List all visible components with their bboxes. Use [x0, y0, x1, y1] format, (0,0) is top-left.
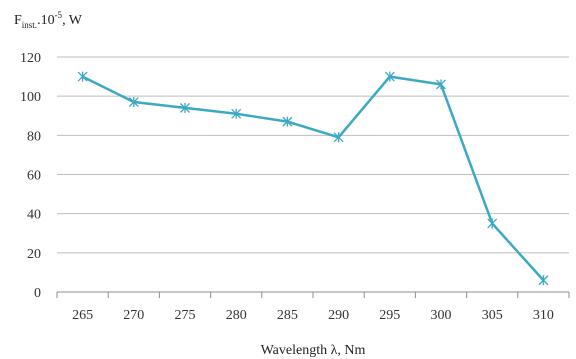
- y-tick-label: 0: [34, 286, 41, 301]
- data-point-marker: [487, 218, 498, 229]
- y-tick-label: 20: [27, 247, 41, 262]
- x-tick-label: 300: [431, 308, 452, 323]
- y-axis-title-tail: , W: [62, 13, 83, 28]
- data-point-marker: [231, 108, 242, 119]
- y-tick-label: 40: [27, 208, 41, 223]
- x-tick-label: 295: [379, 308, 400, 323]
- data-point-marker: [538, 275, 549, 286]
- x-tick-label: 265: [72, 308, 93, 323]
- series-line: [82, 75, 545, 282]
- x-axis-title: Wavelength λ, Nm: [261, 343, 366, 358]
- data-point-marker: [282, 116, 293, 127]
- y-axis-ticks: 0 20 40 60 80 100 120: [20, 51, 41, 301]
- y-axis-title: Finst..10-5, W: [14, 10, 83, 30]
- data-point-marker: [384, 71, 395, 82]
- series-group: [77, 71, 549, 286]
- y-axis-title-subscript: inst.: [22, 20, 37, 30]
- x-tick-label: 310: [533, 308, 554, 323]
- y-tick-label: 120: [20, 51, 41, 66]
- x-tick-label: 305: [482, 308, 503, 323]
- data-point-marker: [77, 71, 88, 82]
- data-point-marker: [333, 132, 344, 143]
- data-point-marker: [128, 97, 139, 108]
- x-tick-label: 285: [277, 308, 298, 323]
- x-tick-label: 290: [328, 308, 349, 323]
- data-point-marker: [436, 79, 446, 90]
- y-axis-title-superscript: -5: [55, 10, 63, 20]
- y-tick-label: 80: [27, 129, 41, 144]
- y-axis-title-main: F: [14, 13, 22, 28]
- y-axis-title-mid: .10: [37, 13, 55, 28]
- x-tick-label: 275: [175, 308, 196, 323]
- y-tick-label: 100: [20, 90, 41, 105]
- data-point-marker: [180, 102, 190, 113]
- gridlines: [57, 56, 569, 254]
- x-tick-label: 270: [123, 308, 144, 323]
- x-axis: 265 270 275 280 285 290 295 300 305 310: [56, 291, 570, 323]
- x-tick-label: 280: [226, 308, 247, 323]
- y-tick-label: 60: [27, 169, 41, 184]
